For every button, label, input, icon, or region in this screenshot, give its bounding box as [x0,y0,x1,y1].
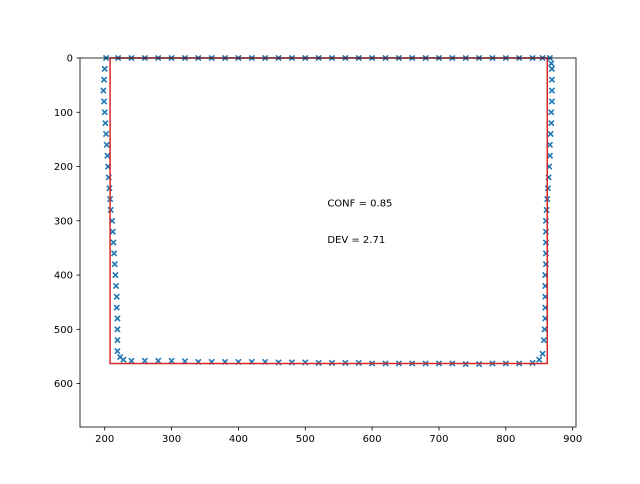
data-point [114,337,121,344]
data-point [536,356,543,363]
data-point [113,293,120,300]
deviation-annotation: DEV = 2.71 [327,235,385,246]
data-point [547,130,554,138]
data-point [548,119,555,127]
y-tick-label: 100 [54,108,73,119]
data-point [104,152,111,159]
data-point [540,337,548,344]
x-tick-label: 200 [95,434,114,445]
data-point [539,350,546,357]
data-point [102,130,110,138]
data-point [100,87,107,94]
data-point [101,109,108,116]
data-point [101,65,108,73]
data-point [548,76,556,83]
data-point [120,356,127,363]
data-point [141,357,149,364]
axes-frame [79,57,577,428]
y-tick-label: 300 [54,216,73,227]
x-tick-label: 800 [496,434,515,445]
data-point [110,239,117,246]
data-point [168,357,175,364]
data-point [548,65,556,73]
y-tick-label: 200 [54,162,73,173]
data-point [100,98,108,105]
x-tick-label: 700 [429,434,448,445]
data-point [541,326,548,333]
data-point [114,315,121,322]
y-tick-label: 600 [54,379,73,390]
data-point [114,326,121,333]
data-point [112,282,120,290]
data-point [112,271,119,279]
data-point [100,76,108,83]
x-tick-label: 300 [162,434,181,445]
data-point [110,250,118,257]
annotation-layer: CONF = 0.85 DEV = 2.71 [327,198,392,246]
data-point [103,141,110,148]
data-point [548,109,555,116]
y-tick-label: 400 [54,271,73,282]
data-point [548,87,556,94]
data-point [109,228,116,235]
data-point [128,357,135,364]
confidence-annotation: CONF = 0.85 [327,198,392,209]
data-point [113,304,120,311]
x-tick-label: 600 [363,434,382,445]
data-point [111,261,118,268]
data-point [546,152,554,159]
axes-layer: 200 300 400 500 600 700 800 900 0 100 200 300 400 500… [54,54,582,445]
data-point [546,141,554,148]
data-point [155,357,162,364]
y-tick-label: 500 [54,325,73,336]
x-tick-label: 900 [563,434,582,445]
x-tick-label: 500 [296,434,315,445]
x-tick-label: 400 [229,434,248,445]
y-tick-label: 0 [67,54,73,65]
data-point [548,60,555,67]
data-point [114,347,121,355]
data-point [548,98,556,105]
data-point [102,119,109,127]
